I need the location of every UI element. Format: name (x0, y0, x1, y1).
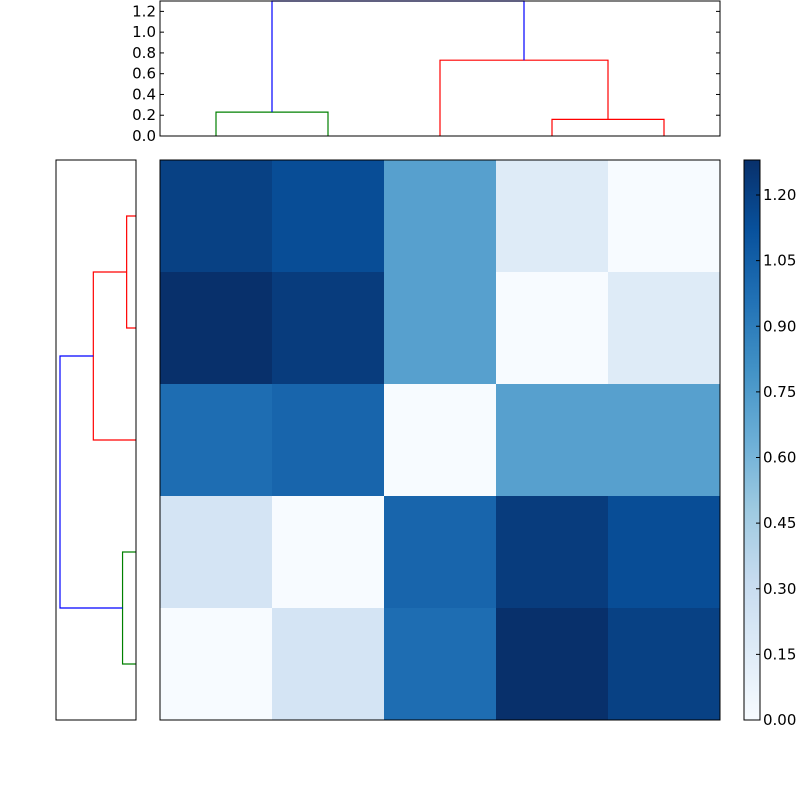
top-dendrogram-ytick-label: 0.2 (132, 106, 156, 124)
heatmap-cell-r3-c4 (608, 496, 721, 609)
top-dendrogram-link-0 (215, 111, 329, 136)
colorbar-tick-label: 0.15 (763, 645, 796, 663)
top-dendrogram-link-2 (439, 59, 609, 136)
colorbar-tick-label: 1.05 (763, 252, 796, 270)
heatmap-cell-r3-c1 (272, 496, 385, 609)
colorbar-tick-label: 0.45 (763, 514, 796, 532)
left-dendrogram-link-2 (92, 271, 136, 441)
heatmap-cell-r2-c3 (496, 384, 609, 497)
heatmap-cell-r4-c0 (160, 608, 273, 721)
heatmap-cell-r0-c0 (160, 160, 273, 273)
heatmap-cell-r2-c0 (160, 384, 273, 497)
left-dendrogram-link-1 (126, 215, 136, 329)
heatmap-cell-r3-c3 (496, 496, 609, 609)
left-dendrogram-link-0 (121, 551, 136, 665)
heatmap-cell-r4-c3 (496, 608, 609, 721)
top-dendrogram-link-1 (551, 118, 665, 136)
top-dendrogram-ytick-label: 0.4 (132, 85, 156, 103)
heatmap-cell-r3-c2 (384, 496, 497, 609)
heatmap-cell-r2-c4 (608, 384, 721, 497)
top-dendrogram-ytick-label: 0.8 (132, 44, 156, 62)
left-dendrogram (55, 159, 137, 721)
heatmap-cell-r4-c4 (608, 608, 721, 721)
top-dendrogram-ytick-label: 0.6 (132, 65, 156, 83)
top-dendrogram-ytick-label: 1.2 (132, 2, 156, 20)
heatmap-frame (159, 159, 721, 721)
left-dendrogram-frame (55, 159, 137, 721)
heatmap-cell-r1-c3 (496, 272, 609, 385)
heatmap-cell-r3-c0 (160, 496, 273, 609)
heatmap-cell-r2-c1 (272, 384, 385, 497)
colorbar-tick-label: 0.90 (763, 317, 796, 335)
colorbar-tick-label: 0.75 (763, 383, 796, 401)
left-dendrogram-link-3 (59, 355, 123, 609)
heatmap-cell-r1-c1 (272, 272, 385, 385)
colorbar-tick-label: 0.60 (763, 449, 796, 467)
top-dendrogram-ytick-label: 0.0 (132, 127, 156, 145)
colorbar-tick-label: 0.30 (763, 580, 796, 598)
colorbar: 0.00 0.15 0.30 0.45 0.60 0.75 0.90 1.05 1.20 (743, 159, 796, 729)
heatmap (159, 159, 721, 721)
heatmap-cell-r4-c1 (272, 608, 385, 721)
heatmap-cell-r1-c4 (608, 272, 721, 385)
heatmap-cell-r0-c3 (496, 160, 609, 273)
heatmap-cell-r0-c4 (608, 160, 721, 273)
heatmap-cell-r0-c2 (384, 160, 497, 273)
colorbar-bar (743, 159, 761, 721)
colorbar-tick-label: 1.20 (763, 186, 796, 204)
heatmap-cell-r1-c0 (160, 272, 273, 385)
top-dendrogram-frame (159, 0, 721, 137)
top-dendrogram: 0.0 0.2 0.4 0.6 0.8 1.0 1.2 (132, 0, 721, 145)
top-dendrogram-link-3 (271, 0, 525, 113)
top-dendrogram-ytick-label: 1.0 (132, 23, 156, 41)
colorbar-tick-label: 0.00 (763, 711, 796, 729)
heatmap-cell-r0-c1 (272, 160, 385, 273)
heatmap-cell-r4-c2 (384, 608, 497, 721)
heatmap-cell-r1-c2 (384, 272, 497, 385)
heatmap-cell-r2-c2 (384, 384, 497, 497)
